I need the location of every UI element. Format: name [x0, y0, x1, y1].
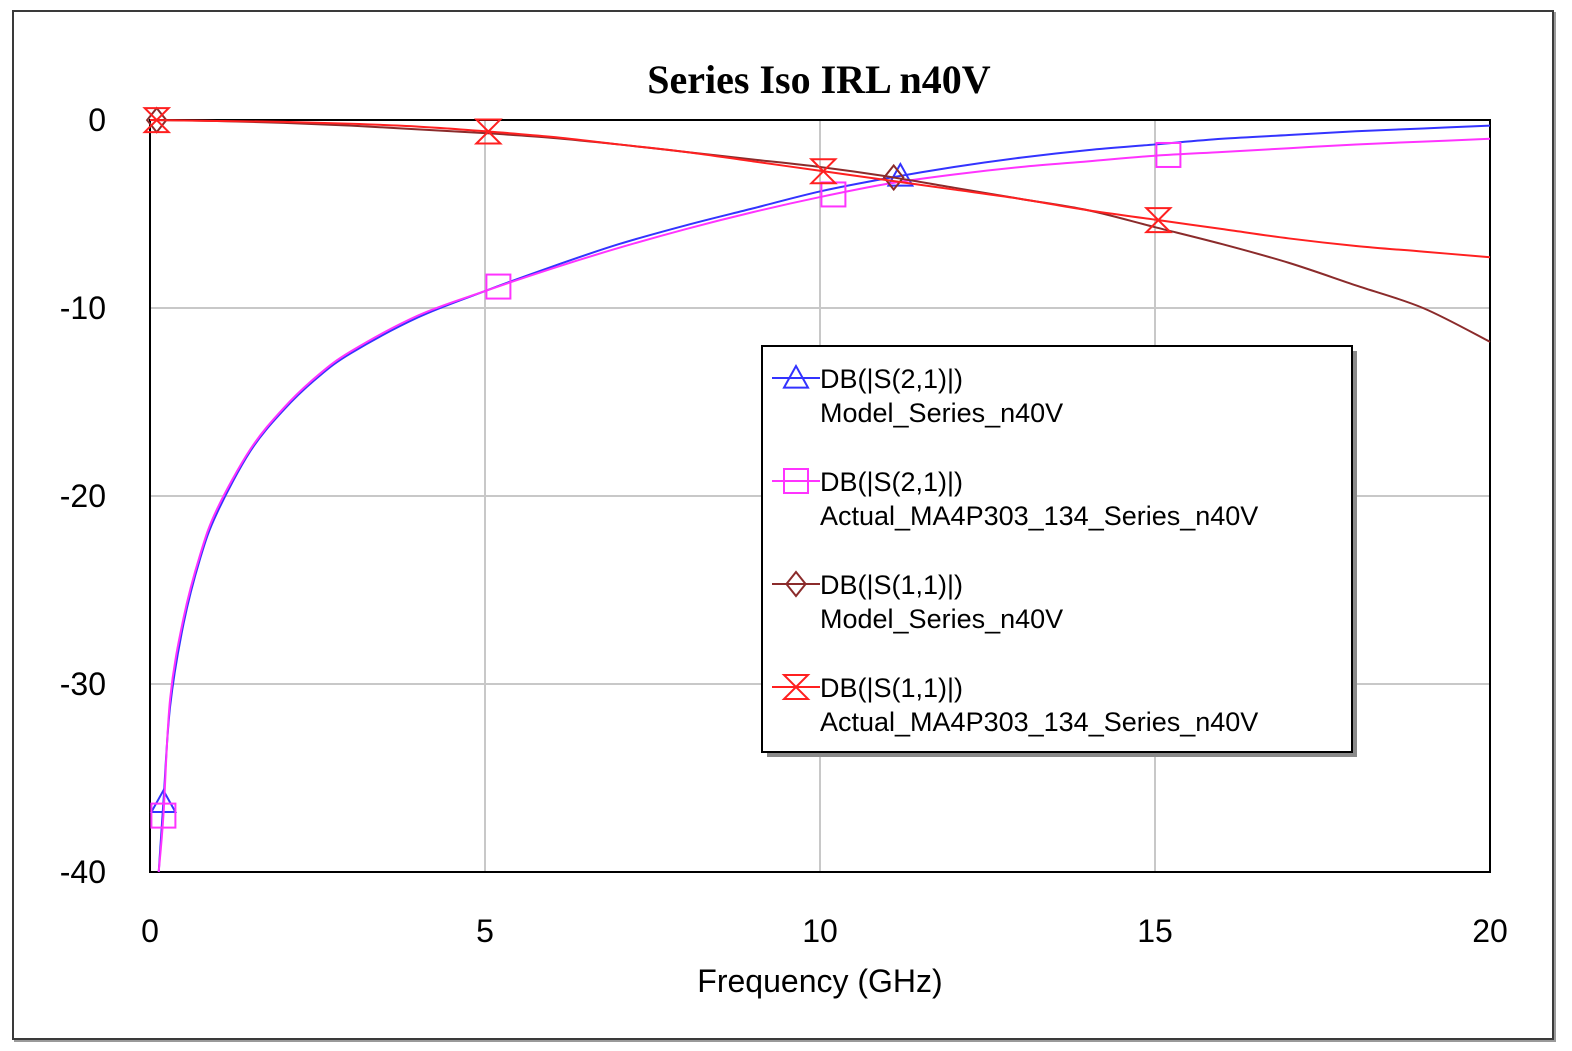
x-tick-label: 5 [476, 913, 494, 949]
series-marker [808, 158, 838, 185]
axis-ticks: 0 5 10 15 20 0 -10 -20 -30 -40 [60, 102, 1508, 949]
legend-series-subtitle: Actual_MA4P303_134_Series_n40V [820, 501, 1258, 531]
legend-swatch-marker [785, 570, 807, 598]
series-line [157, 124, 1491, 873]
series-marker [882, 163, 905, 192]
legend-series-name: DB(|S(1,1)|) [820, 570, 963, 600]
series-marker [142, 107, 172, 134]
series-line [157, 137, 1491, 873]
series-4 [142, 107, 1491, 259]
plot-area-border [149, 119, 1491, 873]
legend-series-name: DB(|S(2,1)|) [820, 467, 963, 497]
y-tick-label: -30 [60, 666, 106, 702]
series-marker [485, 273, 512, 300]
series-marker [1143, 207, 1173, 234]
series-marker [150, 802, 177, 829]
legend-item: DB(|S(2,1)|) Model_Series_n40V [772, 363, 1063, 428]
series-3 [145, 106, 1491, 343]
y-tick-label: -20 [60, 478, 106, 514]
legend-item: DB(|S(2,1)|) Actual_MA4P303_134_Series_n4… [772, 467, 1258, 531]
series-marker [1155, 141, 1182, 168]
legend-series-subtitle: Model_Series_n40V [820, 604, 1063, 634]
x-tick-label: 15 [1137, 913, 1173, 949]
legend-series-name: DB(|S(1,1)|) [820, 673, 963, 703]
legend-swatch-marker [783, 468, 809, 494]
series-marker [473, 118, 503, 145]
y-tick-label: -10 [60, 290, 106, 326]
series-marker [886, 161, 915, 187]
legend-series-subtitle: Model_Series_n40V [820, 398, 1063, 428]
legend-series-subtitle: Actual_MA4P303_134_Series_n40V [820, 707, 1258, 737]
x-tick-label: 0 [141, 913, 159, 949]
series-line [149, 119, 1491, 259]
x-tick-label: 10 [802, 913, 838, 949]
series-group [142, 106, 1491, 873]
x-axis-label: Frequency (GHz) [697, 963, 942, 999]
legend: DB(|S(2,1)|)Model_Series_n40VDB(|S(2,1)|… [761, 345, 1357, 757]
x-tick-label: 20 [1472, 913, 1508, 949]
legend-swatch-marker [782, 363, 810, 389]
legend-series-name: DB(|S(2,1)|) [820, 364, 963, 394]
legend-swatch-marker [781, 674, 811, 700]
legend-item: DB(|S(1,1)|) Actual_MA4P303_134_Series_n4… [772, 673, 1258, 737]
legend-box [761, 345, 1353, 753]
y-tick-label: 0 [88, 102, 106, 138]
chart-title: Series Iso IRL n40V [647, 57, 990, 102]
y-tick-label: -40 [60, 854, 106, 890]
legend-item: DB(|S(1,1)|) Model_Series_n40V [772, 570, 1063, 634]
